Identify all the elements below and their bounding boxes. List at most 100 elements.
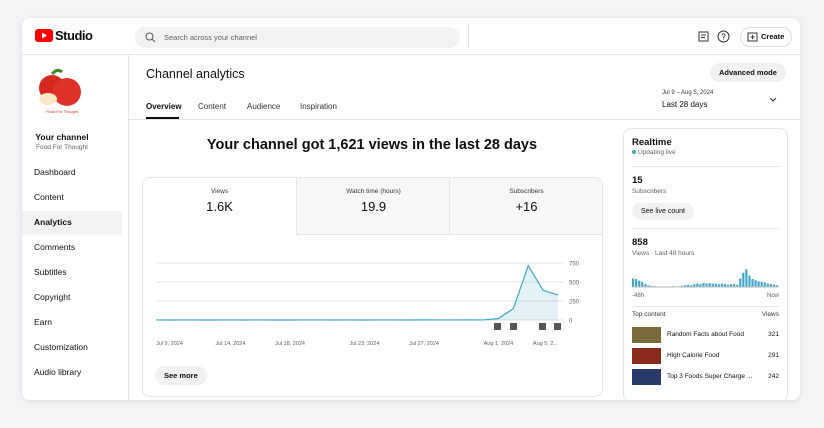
x-tick-label: Aug 5, 2... [533,341,559,347]
divider [468,24,469,48]
sidebar-item[interactable]: Audio library [34,367,82,377]
svg-text:?: ? [721,33,726,42]
thumbnail[interactable] [632,348,661,364]
bar [730,284,733,287]
sidebar-item[interactable]: Content [34,192,64,202]
sidebar-item[interactable]: Earn [34,317,52,327]
metric-label: Subscribers [509,188,544,195]
bar [775,285,779,287]
bar [751,279,754,287]
bar [684,285,687,287]
video-views: 291 [768,352,779,359]
date-range[interactable]: Jul 9 – Aug 5, 2024 [662,90,714,96]
logo[interactable]: Studio [55,28,93,43]
metric-value: 19.9 [360,199,387,214]
y-tick-label: 500 [569,281,580,287]
line [155,264,559,321]
bar [681,285,684,287]
avatar: Food For Thought [39,68,81,114]
metric-tab[interactable]: Subscribers +16 [449,178,602,235]
sidebar-item[interactable]: Customization [34,342,88,352]
video-title[interactable]: High Calorie Food [667,352,720,359]
metric-label: Watch time (hours) [346,188,401,195]
bar [699,284,702,287]
search-placeholder: Search across your channel [164,33,257,42]
bar [632,278,635,287]
realtime-title: Realtime [632,137,672,148]
metric-tab[interactable]: Views 1.6K [143,178,296,234]
bar [769,284,772,287]
thumbnail[interactable] [632,327,661,343]
tab[interactable]: Overview [146,102,182,111]
x-tick-label: Jul 23, 2024 [349,341,379,347]
bar [739,278,742,287]
video-title[interactable]: Top 3 Foods Super Charge ... [667,373,753,380]
tab[interactable]: Content [198,102,227,111]
bar [714,283,717,287]
x-end-label: Now [767,293,779,299]
bar [772,284,776,287]
period[interactable]: Last 28 days [662,100,708,109]
bar [766,283,769,287]
bar [687,284,690,287]
bar [644,284,647,287]
feedback-icon[interactable] [698,31,709,42]
advanced-mode-button[interactable]: Advanced mode [710,63,786,82]
bar [760,281,763,287]
video-title[interactable]: Random Facts about Food [667,331,744,338]
sidebar-item[interactable]: Copyright [34,292,71,302]
sidebar-item[interactable]: Analytics [34,217,72,227]
y-tick-label: 750 [569,262,580,268]
metric-value: +16 [515,199,538,214]
create-button[interactable]: Create [740,27,792,47]
video-views: 321 [768,331,779,338]
area [156,265,558,320]
sidebar-item[interactable]: Subtitles [34,267,67,277]
chevron[interactable] [768,96,778,103]
divider [632,166,779,167]
subscribers-count: 15 [632,175,643,186]
tab[interactable]: Inspiration [300,102,337,111]
see-more-button[interactable]: See more [155,366,207,385]
metric-tab[interactable]: Watch time (hours) 19.9 [296,178,450,235]
live-count-button[interactable]: See live count [632,203,694,220]
bar [711,283,714,287]
sidebar-item[interactable]: Dashboard [34,167,76,177]
overview-card: 0 250 500 750 Jul 9, 2024 Jul 14, 2024 Jul 18,… [142,177,603,397]
bar [702,283,705,287]
bar [650,285,653,287]
search-box[interactable]: Search across your channel [135,27,460,48]
tab[interactable]: Audience [247,102,281,111]
studio-window: Studio Search across your channel ? Crea… [22,18,800,400]
bar [726,284,730,287]
channel-label: Your channel [35,132,89,142]
x-tick-label: Jul 9, 2024 [156,341,183,347]
page-title: Channel analytics [146,67,245,81]
bar [705,283,708,287]
bar [757,281,760,287]
subscribers-label: Subscribers [632,188,667,195]
divider [632,228,779,229]
help-icon[interactable]: ? [717,30,730,43]
metric-label: Views [210,188,229,195]
bar [690,285,693,287]
tabs-border [129,119,800,120]
video-views: 242 [768,373,779,380]
views-column-label: Views [761,311,779,318]
bar [647,285,650,287]
bar [723,284,727,287]
sidebar-item[interactable]: Comments [34,242,76,252]
bar [745,269,748,287]
x-tick-label: Jul 18, 2024 [275,341,305,347]
thumbnail[interactable] [632,369,661,385]
x-tick-label: Aug 1, 2024 [484,341,514,347]
search-icon [145,32,156,43]
bar [736,284,739,287]
divider [632,306,779,307]
views-label: Views · Last 48 hours [632,250,695,257]
x-start-label: -48h [632,293,644,299]
selected-item-bg [22,211,122,235]
bar [720,283,723,287]
bar [763,282,766,287]
